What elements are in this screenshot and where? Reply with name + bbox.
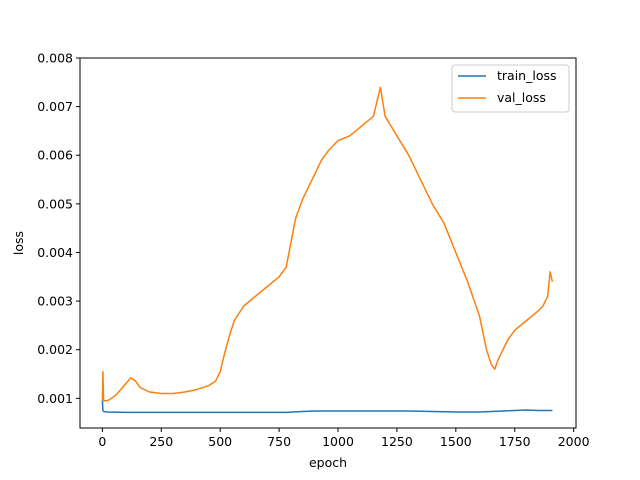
legend: train_loss val_loss (451, 64, 570, 113)
y-axis-label: loss (11, 231, 26, 255)
y-axis-ticks: 0.001 0.002 0.003 0.004 0.005 0.006 0.007 0.008 (37, 51, 80, 406)
x-tick-label: 750 (267, 434, 291, 449)
plot-frame (79, 57, 577, 429)
y-tick-label: 0.008 (37, 51, 73, 66)
legend-label-val-loss: val_loss (497, 90, 546, 105)
x-tick-label: 0 (98, 434, 106, 449)
x-tick-label: 250 (149, 434, 173, 449)
y-tick-label: 0.007 (37, 99, 73, 114)
legend-label-train-loss: train_loss (497, 68, 557, 83)
x-tick-label: 1000 (322, 434, 354, 449)
series-line-val-loss (101, 86, 554, 402)
y-tick-label: 0.005 (37, 196, 73, 211)
x-tick-label: 1750 (499, 434, 531, 449)
x-tick-label: 1500 (440, 434, 472, 449)
x-axis-label: epoch (309, 455, 347, 470)
series-layer (101, 86, 554, 414)
x-tick-label: 500 (208, 434, 232, 449)
series-line-train-loss (101, 400, 553, 414)
y-tick-label: 0.006 (37, 148, 73, 163)
y-tick-label: 0.003 (37, 294, 73, 309)
y-tick-label: 0.004 (37, 245, 73, 260)
y-tick-label: 0.002 (37, 342, 73, 357)
x-tick-label: 1250 (381, 434, 413, 449)
x-tick-label: 2000 (558, 434, 590, 449)
x-axis-ticks: 0 250 500 750 1000 1250 1500 1750 2000 (98, 428, 590, 449)
y-tick-label: 0.001 (37, 391, 73, 406)
